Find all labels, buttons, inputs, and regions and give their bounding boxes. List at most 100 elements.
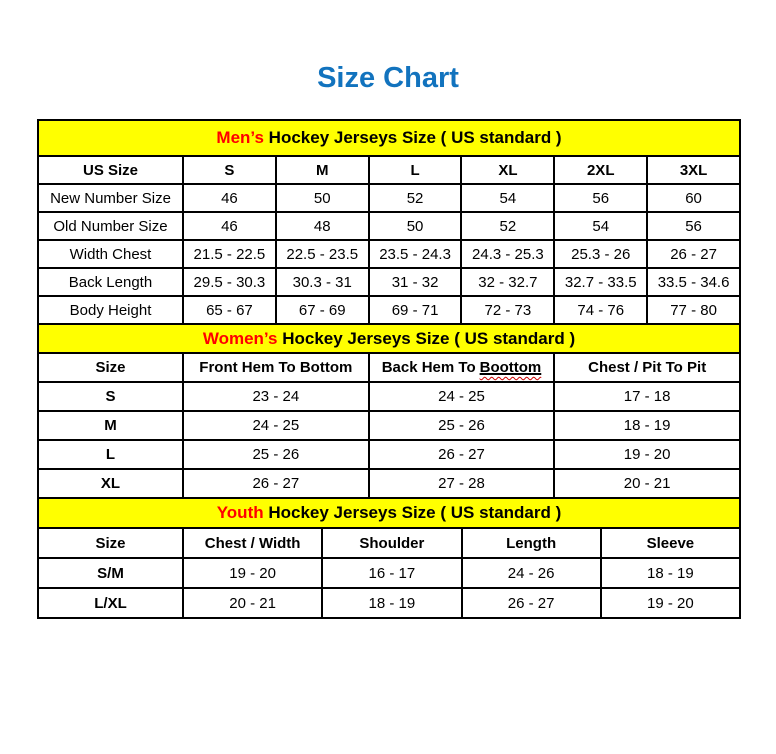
size-cell: 29.5 - 30.3 xyxy=(182,267,277,297)
size-cell: 23 - 24 xyxy=(182,381,370,412)
size-cell: 33.5 - 34.6 xyxy=(646,267,741,297)
youth-size-table: Youth Hockey Jerseys Size ( US standard … xyxy=(37,497,742,619)
size-cell: 25 - 26 xyxy=(367,410,556,441)
womens-header-row: Size Front Hem To Bottom Back Hem To Boot… xyxy=(37,352,741,383)
size-cell: 50 xyxy=(274,183,370,213)
youth-section-banner: Youth Hockey Jerseys Size ( US standard … xyxy=(37,497,741,529)
size-cell: 72 - 73 xyxy=(460,295,556,325)
size-cell: 32 - 32.7 xyxy=(460,267,556,297)
size-cell: 19 - 20 xyxy=(181,557,324,589)
size-cell: 26 - 27 xyxy=(182,468,370,499)
table-row: New Number Size 46 50 52 54 56 60 xyxy=(37,183,741,213)
col-header: Chest / Pit To Pit xyxy=(553,352,741,383)
table-row: L/XL 20 - 21 18 - 19 26 - 27 19 - 20 xyxy=(37,587,742,619)
size-cell: 77 - 80 xyxy=(646,295,741,325)
womens-size-table: Women’s Hockey Jerseys Size ( US standar… xyxy=(37,323,741,499)
col-header: Sleeve xyxy=(599,527,742,559)
size-cell: 22.5 - 23.5 xyxy=(274,239,370,269)
size-cell: 25.3 - 26 xyxy=(553,239,649,269)
col-header-back-hem: Back Hem To Boottom xyxy=(367,352,556,383)
row-label: M xyxy=(37,410,184,441)
col-header: Chest / Width xyxy=(181,527,324,559)
row-label: S/M xyxy=(37,557,184,589)
size-cell: 24.3 - 25.3 xyxy=(460,239,556,269)
size-cell: 20 - 21 xyxy=(181,587,324,619)
size-cell: 18 - 19 xyxy=(321,587,463,619)
banner-highlight: Youth xyxy=(216,503,264,522)
size-cell: 46 xyxy=(182,183,277,213)
size-cell: 26 - 27 xyxy=(367,439,556,470)
womens-banner-row: Women’s Hockey Jerseys Size ( US standar… xyxy=(37,323,741,354)
table-row: M 24 - 25 25 - 26 18 - 19 xyxy=(37,410,741,441)
youth-header-row: Size Chest / Width Shoulder Length Sleev… xyxy=(37,527,742,559)
size-cell: 65 - 67 xyxy=(182,295,277,325)
size-cell: 16 - 17 xyxy=(321,557,463,589)
size-cell: 50 xyxy=(367,211,463,241)
size-cell: 24 - 25 xyxy=(367,381,556,412)
col-header: Front Hem To Bottom xyxy=(182,352,370,383)
row-label: XL xyxy=(37,468,184,499)
mens-size-table: Men’s Hockey Jerseys Size ( US standard … xyxy=(37,119,741,325)
col-header: 2XL xyxy=(553,155,649,185)
table-row: Width Chest 21.5 - 22.5 22.5 - 23.5 23.5… xyxy=(37,239,741,269)
size-cell: 67 - 69 xyxy=(274,295,370,325)
size-cell: 32.7 - 33.5 xyxy=(553,267,649,297)
row-label: L/XL xyxy=(37,587,184,619)
table-row: L 25 - 26 26 - 27 19 - 20 xyxy=(37,439,741,470)
row-label: Body Height xyxy=(37,295,184,325)
col-header: L xyxy=(367,155,463,185)
size-cell: 52 xyxy=(460,211,556,241)
row-label: S xyxy=(37,381,184,412)
size-cell: 19 - 20 xyxy=(553,439,741,470)
size-cell: 30.3 - 31 xyxy=(274,267,370,297)
col-header: 3XL xyxy=(646,155,741,185)
size-cell: 31 - 32 xyxy=(367,267,463,297)
size-cell: 56 xyxy=(553,183,649,213)
size-cell: 60 xyxy=(646,183,741,213)
mens-section-banner: Men’s Hockey Jerseys Size ( US standard … xyxy=(37,119,741,157)
row-label: Width Chest xyxy=(37,239,184,269)
size-cell: 74 - 76 xyxy=(553,295,649,325)
size-cell: 52 xyxy=(367,183,463,213)
col-header: M xyxy=(274,155,370,185)
size-cell: 54 xyxy=(460,183,556,213)
table-row: S/M 19 - 20 16 - 17 24 - 26 18 - 19 xyxy=(37,557,742,589)
col-header-text: Back Hem To xyxy=(381,359,476,376)
col-header: XL xyxy=(460,155,556,185)
col-header: Size xyxy=(37,527,184,559)
size-cell: 17 - 18 xyxy=(553,381,741,412)
size-cell: 18 - 19 xyxy=(553,410,741,441)
size-cell: 56 xyxy=(646,211,741,241)
banner-rest: Hockey Jerseys Size ( US standard ) xyxy=(263,503,562,522)
page-title: Size Chart xyxy=(317,62,459,94)
row-label: L xyxy=(37,439,184,470)
size-cell: 23.5 - 24.3 xyxy=(367,239,463,269)
row-label: Old Number Size xyxy=(37,211,184,241)
banner-highlight: Women’s xyxy=(202,328,278,348)
row-label: Back Length xyxy=(37,267,184,297)
size-cell: 27 - 28 xyxy=(367,468,556,499)
mens-header-row: US Size S M L XL 2XL 3XL xyxy=(37,155,741,185)
size-cell: 54 xyxy=(553,211,649,241)
col-header: Length xyxy=(460,527,602,559)
col-header: Size xyxy=(37,352,184,383)
table-row: Body Height 65 - 67 67 - 69 69 - 71 72 -… xyxy=(37,295,741,325)
size-cell: 20 - 21 xyxy=(553,468,741,499)
table-row: Back Length 29.5 - 30.3 30.3 - 31 31 - 3… xyxy=(37,267,741,297)
size-cell: 24 - 25 xyxy=(182,410,370,441)
size-chart-tables: Men’s Hockey Jerseys Size ( US standard … xyxy=(37,119,742,619)
row-label: New Number Size xyxy=(37,183,184,213)
col-header: Shoulder xyxy=(321,527,463,559)
mens-banner-row: Men’s Hockey Jerseys Size ( US standard … xyxy=(37,119,741,157)
size-cell: 48 xyxy=(274,211,370,241)
misspelled-word: Boottom xyxy=(479,359,542,376)
size-cell: 19 - 20 xyxy=(599,587,742,619)
size-cell: 25 - 26 xyxy=(182,439,370,470)
size-cell: 26 - 27 xyxy=(646,239,741,269)
banner-rest: Hockey Jerseys Size ( US standard ) xyxy=(277,328,576,348)
col-header: US Size xyxy=(37,155,184,185)
size-cell: 18 - 19 xyxy=(599,557,742,589)
table-row: XL 26 - 27 27 - 28 20 - 21 xyxy=(37,468,741,499)
size-cell: 26 - 27 xyxy=(460,587,602,619)
table-row: S 23 - 24 24 - 25 17 - 18 xyxy=(37,381,741,412)
